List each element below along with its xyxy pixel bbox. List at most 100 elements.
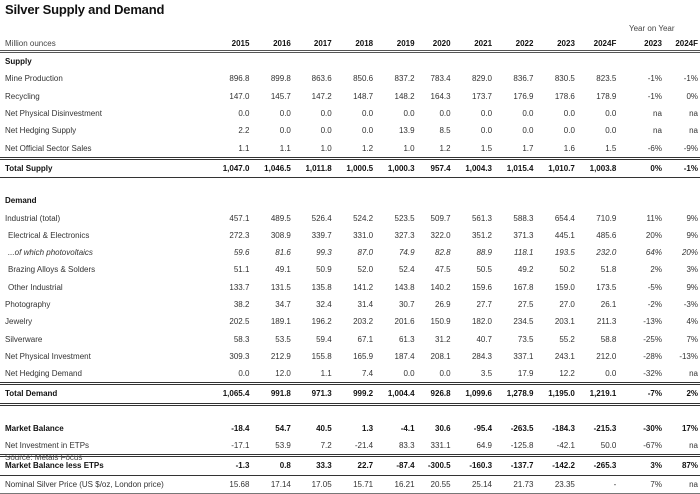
value-cell: 64.9: [476, 441, 493, 451]
spacer-row: [0, 404, 700, 420]
value-cell: 234.5: [513, 317, 534, 327]
value-cell: 7.4: [362, 369, 374, 379]
value-cell: 327.3: [394, 230, 415, 240]
table-row: Market Balance -18.4 54.7 40.5 1.3 -4.1 30.6 -9…: [0, 420, 700, 437]
value-cell: 118.1: [514, 248, 534, 258]
value-cell: 32.4: [316, 300, 332, 309]
value-cell: 1,099.6: [452, 382, 495, 406]
value-cell: 710.9: [596, 213, 617, 223]
table-row: Electrical & Electronics 272.3 308.9 339.7 3…: [0, 227, 700, 244]
value-cell: 509.7: [430, 213, 451, 223]
section-header-row: Supply: [0, 52, 700, 71]
table-body: Supply Mine Production 896.8 899.8 863.6 850.…: [0, 52, 700, 494]
value-cell: 0.0: [362, 126, 374, 136]
value-cell: 17.05: [292, 475, 334, 494]
table-row: ...of which photovoltaics 59.6 81.6 99.3 87.…: [0, 244, 700, 261]
value-cell: 13.9: [398, 126, 415, 136]
yoy-cell: 3%: [618, 454, 664, 476]
value-cell: 17.14: [251, 475, 293, 494]
value-cell: 159.0: [554, 282, 575, 292]
value-cell: 81.6: [275, 248, 291, 258]
table-row: Brazing Alloys & Solders 51.1 49.1 50.9 52.0…: [0, 261, 700, 278]
yoy-cell: -7%: [618, 382, 664, 406]
value-cell: 1.1: [238, 143, 250, 153]
value-cell: 1,047.0: [210, 156, 252, 179]
column-header: 2020: [416, 36, 453, 53]
value-cell: 61.3: [398, 334, 415, 344]
value-cell: 850.6: [353, 74, 374, 84]
value-cell: 165.9: [353, 351, 374, 361]
yoy-cell: na: [689, 109, 698, 119]
value-cell: 1,004.4: [375, 382, 417, 406]
value-cell: 30.7: [398, 300, 415, 309]
row-label: Mine Production: [5, 74, 63, 84]
value-cell: 1.5: [605, 143, 617, 153]
value-cell: 0.0: [279, 109, 291, 119]
value-cell: 351.2: [471, 230, 493, 240]
value-cell: -: [576, 475, 619, 494]
value-cell: 1.0: [403, 143, 415, 153]
value-cell: 147.0: [229, 91, 250, 101]
row-label: Net Physical Investment: [5, 351, 91, 361]
yoy-cell: -13%: [643, 317, 662, 327]
value-cell: 999.2: [333, 382, 376, 406]
value-cell: 837.2: [394, 74, 415, 84]
value-cell: 21.73: [494, 475, 536, 494]
value-cell: 201.6: [394, 317, 415, 327]
value-cell: 27.0: [559, 300, 575, 309]
value-cell: 212.9: [270, 351, 291, 361]
column-header: 2015: [210, 36, 252, 53]
value-cell: 203.2: [353, 317, 374, 327]
value-cell: 654.4: [554, 213, 575, 223]
table-row: Net Physical Disinvestment 0.0 0.0 0.0 0.0 0.…: [0, 105, 700, 122]
yoy-cell: na: [653, 126, 662, 136]
value-cell: -215.3: [593, 423, 617, 433]
column-header: 2022: [494, 36, 536, 53]
column-header: 2016: [251, 36, 293, 53]
value-cell: 148.7: [353, 91, 374, 101]
value-cell: 1.7: [522, 143, 534, 153]
value-cell: 40.5: [316, 423, 332, 433]
value-cell: -17.1: [231, 441, 250, 451]
table-row: Net Hedging Supply 2.2 0.0 0.0 0.0 13.9 8.5 0.0…: [0, 122, 700, 139]
row-label: Brazing Alloys & Solders: [8, 265, 96, 275]
value-cell: 52.4: [398, 265, 415, 275]
value-cell: 53.5: [275, 334, 291, 344]
yoy-cell: na: [689, 126, 698, 136]
value-cell: 38.2: [233, 300, 250, 309]
value-cell: 1,000.3: [375, 156, 417, 179]
yoy-cell: 9%: [686, 282, 698, 292]
value-cell: 58.8: [600, 334, 617, 344]
value-cell: 208.1: [430, 351, 451, 361]
value-cell: 309.3: [229, 351, 250, 361]
value-cell: 193.5: [554, 248, 575, 258]
table-row: Jewelry 202.5 189.1 196.2 203.2 201.6 150.9 182…: [0, 313, 700, 330]
value-cell: 58.3: [233, 334, 250, 344]
value-cell: 173.5: [596, 282, 617, 292]
value-cell: 25.14: [452, 475, 495, 494]
value-cell: 371.3: [513, 230, 534, 240]
value-cell: 1.6: [563, 143, 575, 153]
value-cell: 337.1: [513, 351, 534, 361]
yoy-cell: -1%: [663, 156, 700, 179]
yoy-cell: 2%: [650, 265, 662, 275]
value-cell: 561.3: [471, 213, 493, 223]
column-header: 2019: [375, 36, 417, 53]
value-cell: 15.68: [210, 475, 252, 494]
value-cell: 0.0: [403, 369, 415, 379]
value-cell: -18.4: [231, 423, 250, 433]
value-cell: 59.4: [316, 334, 332, 344]
value-cell: 272.3: [229, 230, 250, 240]
table-row: Silverware 58.3 53.5 59.4 67.1 61.3 31.2 40.7 73…: [0, 330, 700, 347]
value-cell: 339.7: [311, 230, 332, 240]
column-header: 2024F: [576, 36, 619, 53]
row-label: Jewelry: [5, 317, 33, 327]
yoy-cell: 87%: [663, 454, 700, 476]
value-cell: 0.0: [605, 126, 617, 136]
value-cell: 0.0: [563, 109, 575, 119]
yoy-cell: -67%: [643, 441, 662, 451]
value-cell: 87.0: [357, 248, 374, 258]
value-cell: -263.5: [510, 423, 534, 433]
value-cell: 52.0: [357, 265, 374, 275]
value-cell: 196.2: [311, 317, 332, 327]
